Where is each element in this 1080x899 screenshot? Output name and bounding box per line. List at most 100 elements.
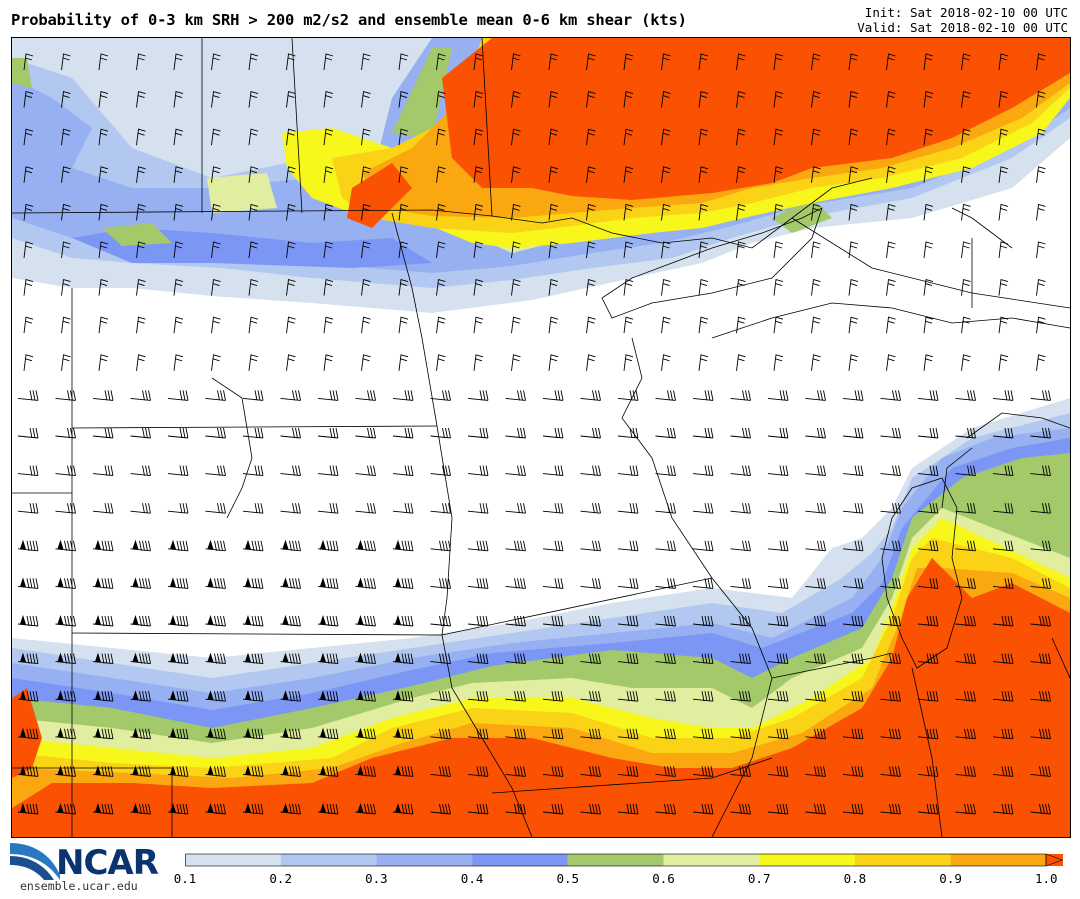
wind-barb bbox=[917, 540, 939, 552]
wind-barb bbox=[617, 728, 639, 740]
wind-barb bbox=[580, 578, 601, 589]
wind-barb bbox=[617, 465, 639, 477]
wind-barb bbox=[736, 241, 746, 259]
wind-barb bbox=[61, 91, 71, 108]
wind-barb bbox=[392, 577, 414, 589]
wind-barb bbox=[698, 166, 709, 183]
wind-barb bbox=[361, 241, 371, 259]
wind-barb bbox=[436, 279, 446, 296]
wind-barb bbox=[842, 803, 864, 815]
wind-barb bbox=[842, 503, 864, 514]
wind-barb bbox=[505, 728, 526, 740]
wind-barbs bbox=[17, 53, 1051, 815]
wind-barb bbox=[55, 465, 76, 477]
wind-barb bbox=[655, 728, 676, 740]
wind-barb bbox=[248, 128, 259, 146]
wind-barb bbox=[430, 503, 451, 514]
wind-barb bbox=[61, 316, 71, 334]
wind-barb bbox=[211, 279, 221, 296]
wind-barb bbox=[248, 91, 259, 108]
wind-barb bbox=[55, 539, 76, 552]
wind-barb bbox=[242, 690, 264, 702]
wind-barb bbox=[698, 128, 709, 146]
wind-barb bbox=[655, 615, 676, 627]
wind-barb bbox=[805, 728, 826, 740]
wind-barb bbox=[355, 390, 376, 401]
wind-barb bbox=[467, 728, 489, 740]
wind-barb bbox=[661, 203, 671, 221]
wind-barb bbox=[398, 91, 409, 108]
wind-barb bbox=[842, 691, 864, 702]
wind-barb bbox=[955, 728, 976, 740]
wind-barb bbox=[467, 578, 489, 589]
wind-barb bbox=[542, 427, 564, 439]
wind-barb bbox=[130, 803, 151, 815]
wind-barb bbox=[655, 578, 676, 589]
wind-barb bbox=[280, 652, 301, 665]
wind-barb bbox=[17, 652, 39, 665]
wind-barb bbox=[430, 803, 451, 815]
wind-barb bbox=[998, 166, 1009, 183]
wind-barb bbox=[655, 390, 676, 401]
wind-barb bbox=[323, 203, 334, 221]
wind-barb bbox=[361, 128, 371, 146]
wind-barb bbox=[542, 653, 564, 665]
wind-barb bbox=[961, 91, 971, 108]
wind-barb bbox=[211, 128, 221, 146]
wind-barb bbox=[805, 427, 826, 439]
wind-barb bbox=[842, 615, 864, 627]
wind-barb bbox=[242, 765, 264, 777]
colorbar-cell bbox=[472, 854, 568, 866]
wind-barb bbox=[917, 465, 939, 477]
wind-barb bbox=[998, 279, 1009, 296]
wind-barb bbox=[317, 652, 339, 665]
wind-barb bbox=[23, 279, 34, 296]
wind-barb bbox=[961, 241, 971, 259]
colorbar-tick-label: 0.4 bbox=[460, 871, 484, 886]
wind-barb bbox=[205, 803, 226, 815]
wind-barb bbox=[398, 316, 409, 334]
wind-barb bbox=[805, 691, 826, 702]
wind-barb bbox=[317, 503, 339, 514]
wind-barb bbox=[773, 128, 784, 146]
wind-barb bbox=[92, 427, 114, 439]
wind-barb bbox=[1036, 166, 1046, 183]
wind-barb bbox=[692, 803, 714, 815]
wind-barb bbox=[773, 203, 784, 221]
wind-barb bbox=[548, 128, 559, 146]
ensemble-url[interactable]: ensemble.ucar.edu bbox=[20, 879, 138, 893]
wind-barb bbox=[542, 728, 564, 740]
wind-barb bbox=[167, 615, 189, 627]
wind-barb bbox=[805, 503, 826, 514]
wind-barb bbox=[736, 354, 746, 371]
wind-barb bbox=[136, 354, 146, 371]
wind-barb bbox=[511, 166, 521, 183]
wind-barb bbox=[98, 128, 109, 146]
forecast-map[interactable] bbox=[11, 37, 1071, 838]
wind-barb bbox=[811, 91, 821, 108]
wind-barb bbox=[886, 166, 896, 183]
wind-barb bbox=[848, 354, 859, 371]
wind-barb bbox=[242, 390, 264, 401]
wind-barb bbox=[473, 91, 484, 108]
wind-barb bbox=[280, 577, 301, 589]
wind-barb bbox=[1030, 728, 1051, 740]
wind-barb bbox=[923, 91, 934, 108]
wind-barb bbox=[392, 503, 414, 514]
wind-barb bbox=[467, 427, 489, 439]
wind-barb bbox=[436, 128, 446, 146]
wind-barb bbox=[1036, 53, 1046, 71]
wind-barb bbox=[92, 465, 114, 477]
wind-barb bbox=[886, 241, 896, 259]
wind-barb bbox=[773, 241, 784, 259]
wind-barb bbox=[923, 203, 934, 221]
wind-barb bbox=[173, 241, 184, 259]
map-title: Probability of 0-3 km SRH > 200 m2/s2 an… bbox=[11, 11, 687, 29]
wind-barb bbox=[286, 279, 296, 296]
wind-barb bbox=[955, 465, 976, 477]
wind-barb bbox=[17, 727, 39, 740]
wind-barb bbox=[698, 91, 709, 108]
wind-barb bbox=[880, 691, 901, 702]
wind-barb bbox=[730, 803, 751, 815]
wind-barb bbox=[473, 354, 484, 371]
